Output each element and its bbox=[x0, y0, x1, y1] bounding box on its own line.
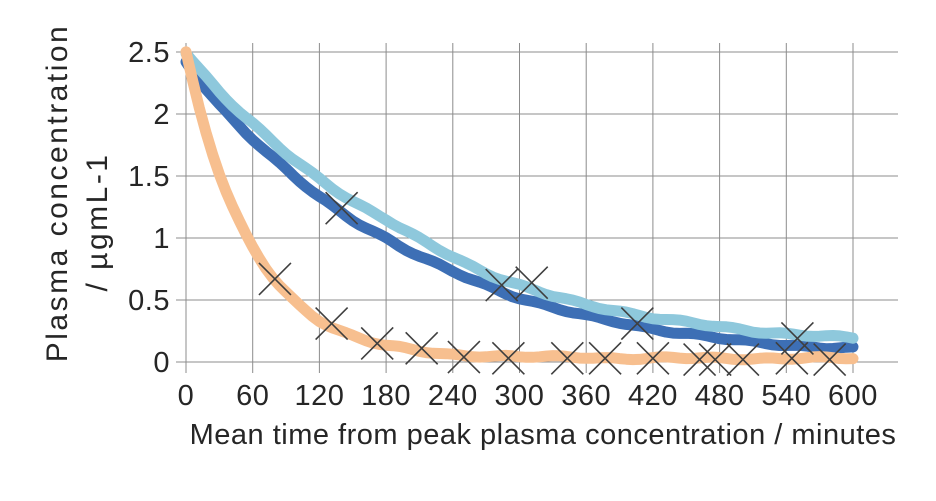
x-tick-label: 600 bbox=[828, 380, 878, 412]
x-marker bbox=[485, 268, 519, 302]
x-marker-stroke bbox=[636, 341, 670, 375]
x-marker bbox=[491, 341, 525, 375]
x-marker bbox=[780, 321, 814, 356]
x-tick-label: 240 bbox=[428, 380, 478, 412]
x-marker bbox=[775, 341, 809, 375]
x-tick-label: 420 bbox=[628, 380, 678, 412]
x-marker-stroke bbox=[360, 326, 394, 360]
y-axis-title-line2: / µgmL-1 bbox=[81, 153, 114, 292]
y-tick-label: 2 bbox=[153, 99, 170, 131]
x-marker-stroke bbox=[775, 341, 809, 375]
y-tick-label: 0 bbox=[153, 347, 170, 379]
x-marker-stroke bbox=[325, 191, 359, 225]
dark-blue-curve bbox=[180, 56, 859, 355]
x-marker-stroke bbox=[491, 341, 525, 375]
x-marker bbox=[588, 341, 622, 375]
x-marker bbox=[698, 342, 732, 377]
y-tick-label: 1 bbox=[153, 223, 170, 255]
x-marker bbox=[447, 340, 481, 374]
x-marker-stroke bbox=[515, 266, 549, 300]
x-marker bbox=[813, 342, 847, 377]
x-marker-stroke bbox=[485, 268, 519, 302]
x-tick-label: 60 bbox=[236, 380, 269, 412]
marker-layer bbox=[258, 191, 847, 377]
x-marker bbox=[325, 191, 359, 225]
x-marker-stroke bbox=[550, 341, 584, 375]
x-marker bbox=[360, 326, 394, 360]
x-marker-stroke bbox=[780, 321, 814, 356]
light-blue-curve bbox=[180, 48, 859, 344]
x-axis-title: Mean time from peak plasma concentration… bbox=[190, 419, 897, 451]
x-tick-label: 0 bbox=[178, 380, 195, 412]
x-marker bbox=[405, 331, 439, 365]
x-marker-stroke bbox=[588, 341, 622, 375]
x-marker-stroke bbox=[683, 342, 717, 377]
x-marker bbox=[550, 341, 584, 375]
x-marker bbox=[515, 266, 549, 300]
x-tick-label: 180 bbox=[361, 380, 411, 412]
x-tick-label: 360 bbox=[561, 380, 611, 412]
x-marker-stroke bbox=[405, 331, 439, 365]
y-tick-label: 2.5 bbox=[128, 37, 170, 69]
x-marker bbox=[620, 306, 654, 341]
x-marker-stroke bbox=[258, 262, 292, 296]
tick-label-layer: 0 0.5 1 1.5 2 2.5 0 60 120 180 240 300 360 420 480 540 6… bbox=[128, 37, 878, 412]
x-marker bbox=[636, 341, 670, 375]
x-marker-stroke bbox=[315, 306, 349, 341]
x-marker-stroke bbox=[698, 342, 732, 377]
y-tick-label: 0.5 bbox=[128, 285, 170, 317]
x-marker bbox=[726, 342, 760, 377]
x-marker-stroke bbox=[447, 340, 481, 374]
x-marker bbox=[683, 342, 717, 377]
x-marker bbox=[258, 262, 292, 296]
y-axis-title-line1: Plasma concentration bbox=[41, 24, 74, 363]
y-tick-label: 1.5 bbox=[128, 161, 170, 193]
x-tick-label: 540 bbox=[761, 380, 811, 412]
x-marker-stroke bbox=[726, 342, 760, 377]
x-tick-label: 120 bbox=[294, 380, 344, 412]
x-tick-label: 300 bbox=[495, 380, 545, 412]
x-marker-stroke bbox=[813, 342, 847, 377]
grid-layer bbox=[176, 43, 898, 373]
x-tick-label: 480 bbox=[695, 380, 745, 412]
x-marker bbox=[315, 306, 349, 341]
x-marker-stroke bbox=[620, 306, 654, 341]
